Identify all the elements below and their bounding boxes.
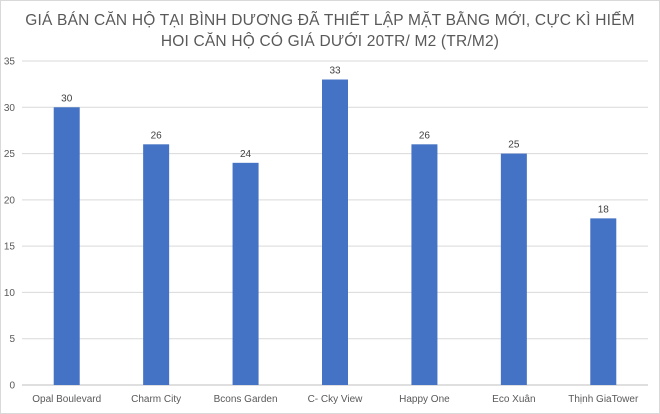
bar — [411, 144, 438, 385]
x-category-label: Charm City — [131, 394, 181, 405]
y-tick-label: 15 — [4, 242, 16, 253]
data-labels: 30 26 24 33 26 25 18 — [61, 66, 609, 216]
y-tick-label: 30 — [4, 103, 16, 114]
chart-title-line-2: HOI CĂN HỘ CÓ GIÁ DƯỚI 20TR/ M2 (TR/M2) — [160, 33, 500, 50]
data-label: 26 — [151, 130, 163, 141]
chart-title-line-1: GIÁ BÁN CĂN HỘ TẠI BÌNH DƯƠNG ĐÃ THIẾT L… — [25, 12, 635, 29]
x-category-label: Bcons Garden — [214, 394, 278, 405]
bars — [53, 79, 617, 386]
y-tick-label: 25 — [4, 149, 16, 160]
y-axis-ticks: 0 5 10 15 20 25 30 35 — [4, 57, 16, 392]
data-label: 25 — [508, 140, 520, 151]
bar — [322, 79, 348, 385]
data-label: 33 — [329, 66, 341, 77]
bar — [53, 107, 80, 386]
data-label: 18 — [598, 204, 610, 215]
y-tick-label: 0 — [9, 381, 15, 392]
x-axis-categories: Opal Boulevard Charm City Bcons Garden C- C… — [32, 394, 639, 405]
x-category-label: Opal Boulevard — [32, 394, 101, 405]
x-category-label: Happy One — [399, 394, 450, 405]
data-label: 24 — [240, 149, 252, 160]
y-tick-label: 35 — [4, 57, 16, 68]
bar — [143, 144, 170, 385]
data-label: 26 — [419, 130, 431, 141]
chart-title: GIÁ BÁN CĂN HỘ TẠI BÌNH DƯƠNG ĐÃ THIẾT L… — [0, 10, 660, 52]
x-category-label: C- Cky View — [308, 394, 364, 405]
data-label: 30 — [61, 93, 73, 104]
x-category-label: Eco Xuân — [492, 394, 535, 405]
y-tick-label: 5 — [9, 334, 15, 345]
x-category-label: Thịnh GiaTower — [568, 394, 639, 405]
y-tick-label: 20 — [4, 195, 16, 206]
y-tick-label: 10 — [4, 288, 16, 299]
bar — [590, 218, 617, 385]
bar — [500, 153, 527, 385]
bar — [232, 162, 259, 385]
